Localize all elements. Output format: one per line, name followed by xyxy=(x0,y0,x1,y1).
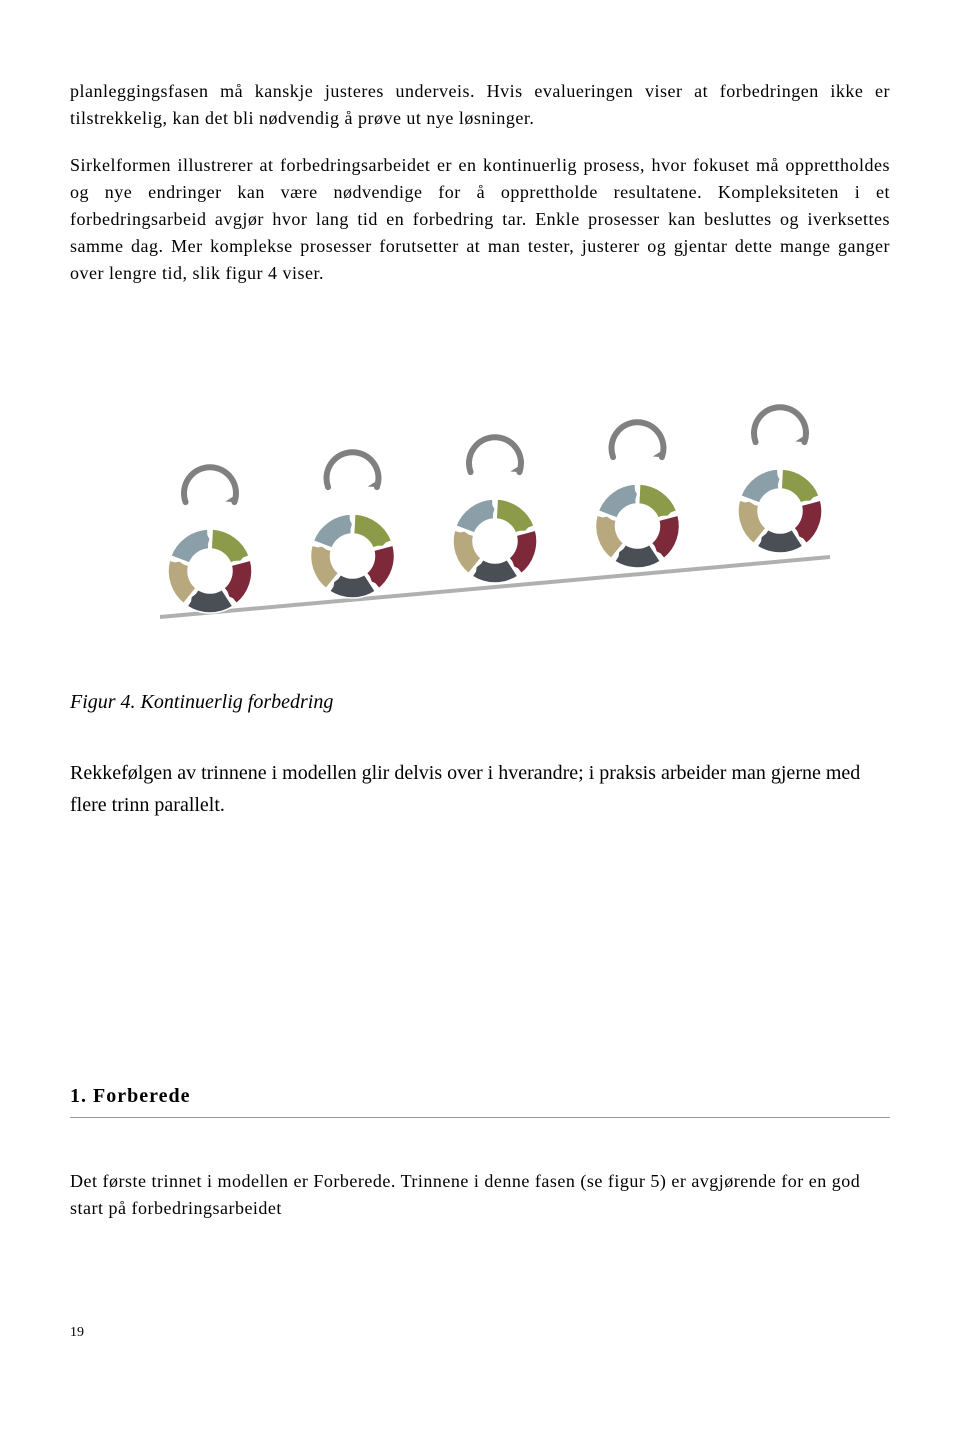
paragraph-1: planleggingsfasen må kanskje justeres un… xyxy=(70,78,890,132)
section-body: Det første trinnet i modellen er Forbere… xyxy=(70,1168,890,1222)
page-number: 19 xyxy=(70,1322,890,1343)
figure-caption: Figur 4. Kontinuerlig forbedring xyxy=(70,687,890,717)
continuous-improvement-diagram xyxy=(100,347,860,647)
figure-4 xyxy=(70,347,890,647)
section-heading-forberede: 1. Forberede xyxy=(70,1081,890,1118)
paragraph-2: Sirkelformen illustrerer at forbedringsa… xyxy=(70,152,890,287)
figure-follow-text: Rekkefølgen av trinnene i modellen glir … xyxy=(70,757,890,821)
